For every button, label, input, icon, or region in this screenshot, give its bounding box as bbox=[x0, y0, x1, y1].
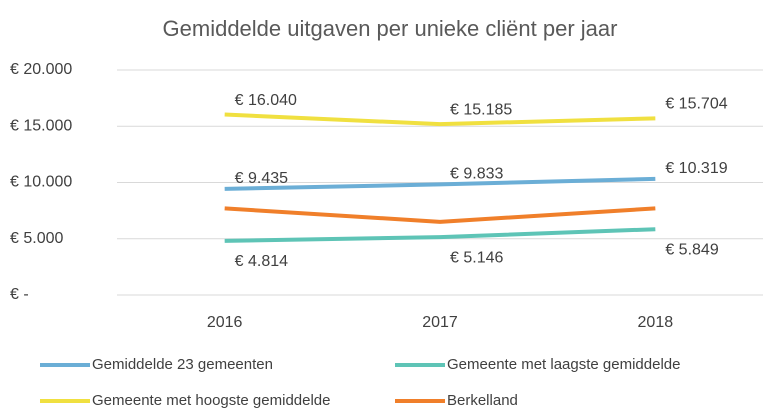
x-tick-label: 2017 bbox=[422, 314, 458, 331]
legend-label: Gemiddelde 23 gemeenten bbox=[92, 356, 273, 373]
legend-label: Berkelland bbox=[447, 392, 518, 409]
y-tick-label: € - bbox=[10, 286, 29, 303]
legend-label: Gemeente met hoogste gemiddelde bbox=[92, 392, 330, 409]
y-tick-label: € 15.000 bbox=[10, 117, 72, 134]
data-label: € 5.146 bbox=[450, 249, 503, 266]
data-label: € 9.435 bbox=[235, 170, 288, 187]
series-line bbox=[224, 206, 656, 224]
data-label: € 16.040 bbox=[235, 92, 297, 109]
x-tick-label: 2016 bbox=[207, 314, 243, 331]
data-label: € 9.833 bbox=[450, 166, 503, 183]
legend-label: Gemeente met laagste gemiddelde bbox=[447, 356, 680, 373]
y-tick-label: € 20.000 bbox=[10, 61, 72, 78]
series-line bbox=[224, 176, 656, 191]
y-tick-label: € 5.000 bbox=[10, 230, 63, 247]
x-tick-label: 2018 bbox=[638, 314, 674, 331]
data-label: € 10.319 bbox=[665, 160, 727, 177]
data-label: € 15.704 bbox=[665, 96, 727, 113]
series-line bbox=[224, 227, 656, 243]
data-label: € 4.814 bbox=[235, 253, 288, 270]
series-line bbox=[224, 112, 656, 127]
data-label: € 5.849 bbox=[665, 241, 718, 258]
y-tick-label: € 10.000 bbox=[10, 174, 72, 191]
data-label: € 15.185 bbox=[450, 101, 512, 118]
chart-title: Gemiddelde uitgaven per unieke cliënt pe… bbox=[163, 16, 618, 41]
